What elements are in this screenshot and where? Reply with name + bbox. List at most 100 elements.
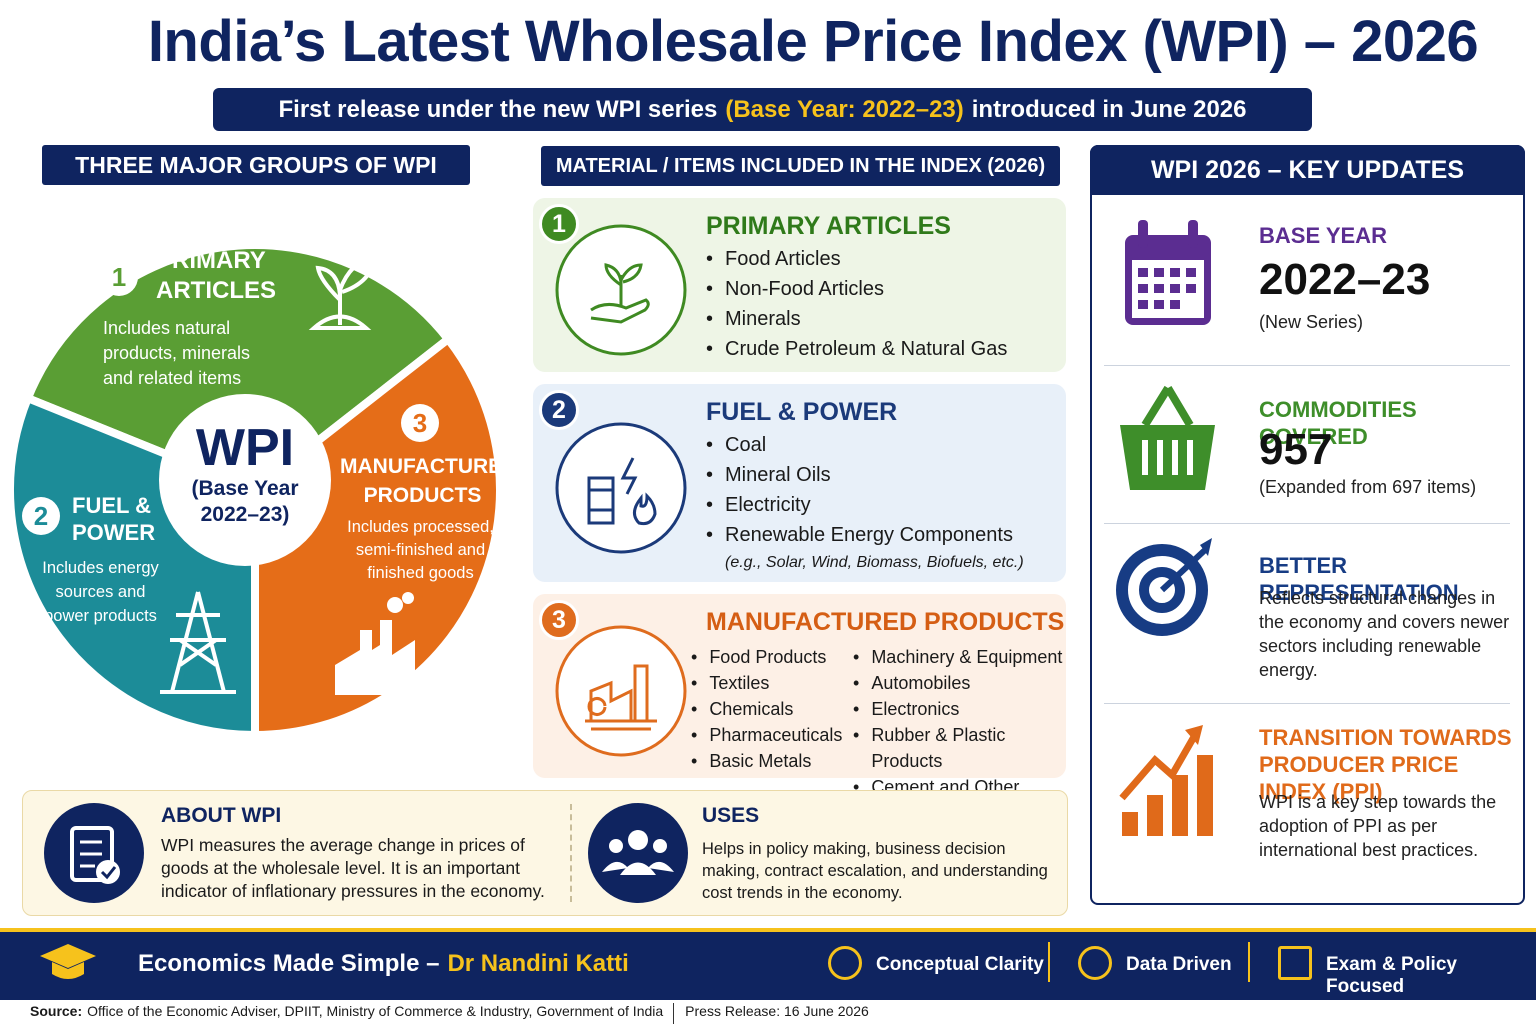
card-item: Renewable Energy Components bbox=[706, 520, 1013, 550]
footer-brand: Economics Made Simple – Dr Nandini Katti bbox=[138, 950, 629, 978]
card-number: 3 bbox=[539, 600, 579, 640]
factory-icon bbox=[335, 592, 415, 695]
icon-glyph bbox=[585, 664, 657, 731]
divider bbox=[1104, 365, 1510, 366]
group-number: 2 bbox=[22, 497, 60, 535]
card-item: Automobiles bbox=[853, 670, 1063, 696]
card-title: PRIMARY ARTICLES bbox=[706, 212, 951, 240]
divider bbox=[1104, 523, 1510, 524]
update-value: 957 bbox=[1259, 425, 1333, 474]
card-item-text: Textiles bbox=[709, 673, 770, 693]
about-text: WPI measures the average change in price… bbox=[161, 835, 545, 901]
card-item-text: Rubber & Plastic Products bbox=[871, 725, 1006, 771]
footer-tag: Conceptual Clarity bbox=[876, 954, 1044, 975]
footer-tag: Data Driven bbox=[1126, 954, 1232, 975]
source-line: Source: Office of the Economic Adviser, … bbox=[0, 1000, 1536, 1024]
card-item: Machinery & Equipment bbox=[853, 644, 1063, 670]
card-item: Crude Petroleum & Natural Gas bbox=[706, 334, 1007, 364]
center-sub: 2022–23) bbox=[200, 503, 290, 526]
group-title: PRIMARY ARTICLES bbox=[156, 247, 276, 304]
about-title: ABOUT WPI bbox=[161, 804, 282, 827]
card-item: Basic Metals bbox=[691, 748, 842, 774]
icon-glyph bbox=[590, 263, 650, 324]
icon-part bbox=[315, 253, 378, 325]
source-label: Source: bbox=[30, 1003, 83, 1019]
update-icons bbox=[1116, 220, 1215, 836]
update-label: COMMODITIES COVERED bbox=[1259, 397, 1417, 449]
section-heading: THREE MAJOR GROUPS OF WPI bbox=[42, 145, 470, 185]
group-title: MANUFACTURED PRODUCTS bbox=[340, 455, 518, 507]
material-card: 1 PRIMARY ARTICLES Food ArticlesNon-Food A… bbox=[533, 198, 1066, 372]
card-item-text: Food Products bbox=[709, 647, 827, 667]
update-note: (New Series) bbox=[1259, 312, 1364, 332]
section-heading: WPI 2026 – KEY UPDATES bbox=[1090, 145, 1525, 195]
card-item: Non-Food Articles bbox=[706, 274, 1007, 304]
update-note: Reflects structural changes in the econo… bbox=[1259, 588, 1510, 680]
card-item: Textiles bbox=[691, 670, 842, 696]
author: Dr Nandini Katti bbox=[447, 950, 629, 977]
tag-separator bbox=[1248, 942, 1250, 982]
icon-glyph bbox=[587, 457, 657, 526]
card-item: Minerals bbox=[706, 304, 1007, 334]
card-title: MANUFACTURED PRODUCTS bbox=[706, 608, 1065, 636]
icon-ring bbox=[555, 422, 687, 554]
icon-ring bbox=[555, 625, 687, 757]
subtitle-text: introduced in June 2026 bbox=[971, 95, 1247, 123]
uses-text: Helps in policy making, business decisio… bbox=[702, 840, 1048, 902]
update-label: BETTER REPRESENTATION bbox=[1259, 553, 1459, 605]
about-box bbox=[22, 790, 1068, 916]
icon-part bbox=[585, 664, 657, 731]
card-item: Mineral Oils bbox=[706, 460, 1013, 490]
card-item-text: Chemicals bbox=[709, 699, 794, 719]
group-number: 1 bbox=[100, 258, 138, 296]
group-title: FUEL & POWER bbox=[72, 493, 156, 545]
card-note: (e.g., Solar, Wind, Biomass, Biofuels, e… bbox=[725, 554, 1024, 571]
subtitle-bar: First release under the new WPI series (… bbox=[213, 88, 1312, 131]
card-item-text: Machinery & Equipment bbox=[871, 647, 1063, 667]
card-item: Rubber & Plastic Products bbox=[853, 722, 1063, 774]
update-label: BASE YEAR bbox=[1259, 223, 1387, 248]
icon-part bbox=[590, 263, 650, 324]
card-list: Food ArticlesNon-Food ArticlesMineralsCr… bbox=[706, 244, 1007, 364]
card-number: 1 bbox=[539, 204, 579, 244]
plant-icon bbox=[308, 253, 378, 330]
center-sub: (Base Year bbox=[191, 477, 299, 500]
tag-separator bbox=[1048, 942, 1050, 982]
update-note: (Expanded from 697 items) bbox=[1259, 477, 1477, 497]
pie-center-circle bbox=[159, 394, 331, 566]
card-title: FUEL & POWER bbox=[706, 398, 898, 426]
pie bbox=[6, 241, 504, 740]
icon-part bbox=[402, 592, 414, 604]
update-note: WPI is a key step towards the adoption o… bbox=[1259, 792, 1497, 860]
pie-segment bbox=[251, 333, 504, 740]
update-value: 2022–23 bbox=[1259, 255, 1431, 304]
separator bbox=[570, 804, 572, 902]
brand: Economics Made Simple – bbox=[138, 950, 440, 977]
pie-segment bbox=[22, 241, 454, 495]
card-item-text: Automobiles bbox=[871, 673, 971, 693]
card-item: Food Articles bbox=[706, 244, 1007, 274]
press-release: Press Release: 16 June 2026 bbox=[685, 1003, 869, 1019]
footer-tag: Exam & Policy Focused bbox=[1326, 954, 1457, 997]
card-icon bbox=[555, 625, 687, 757]
card-item: Coal bbox=[706, 430, 1013, 460]
icon-part bbox=[308, 314, 372, 330]
source-text: Office of the Economic Adviser, DPIIT, M… bbox=[87, 1003, 675, 1024]
group-number: 3 bbox=[401, 404, 439, 442]
tag-icon bbox=[1078, 946, 1112, 980]
icon-part bbox=[587, 457, 657, 526]
card-icon bbox=[555, 422, 687, 554]
section-heading: MATERIAL / ITEMS INCLUDED IN THE INDEX (… bbox=[541, 146, 1060, 186]
icon-part bbox=[387, 597, 403, 613]
uses-title: USES bbox=[702, 804, 760, 827]
card-icon bbox=[555, 224, 687, 356]
card-number: 2 bbox=[539, 390, 579, 430]
card-item: Pharmaceuticals bbox=[691, 722, 842, 748]
icon-part bbox=[160, 591, 236, 694]
card-item: Food Products bbox=[691, 644, 842, 670]
pie-center: WPI (Base Year 2022–23) bbox=[170, 420, 320, 528]
material-card: 2 FUEL & POWER CoalMineral OilsElectricity… bbox=[533, 384, 1066, 582]
subtitle-text: First release under the new WPI series bbox=[278, 95, 718, 123]
center-label: WPI bbox=[195, 419, 295, 477]
